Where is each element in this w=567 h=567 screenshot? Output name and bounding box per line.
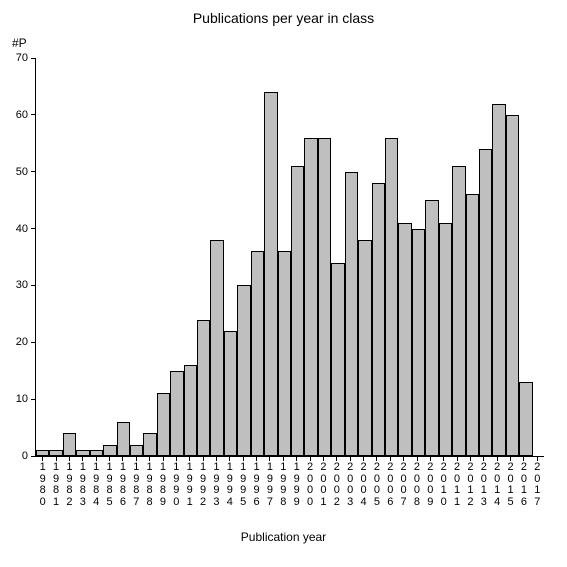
x-tick-label: 1999 (290, 456, 303, 508)
x-tick-label: 2012 (464, 456, 477, 508)
bar (130, 445, 143, 456)
x-tick-label: 1982 (63, 456, 76, 508)
bar (398, 223, 411, 456)
x-tick-label: 1997 (263, 456, 276, 508)
x-tick-label: 1995 (237, 456, 250, 508)
bar (103, 445, 116, 456)
x-tick-label: 2000 (303, 456, 316, 508)
x-tick-label: 1992 (196, 456, 209, 508)
bar (318, 138, 331, 456)
y-axis-label: #P (12, 36, 27, 50)
bar (345, 172, 358, 456)
x-tick-label: 1987 (130, 456, 143, 508)
x-tick-label: 1986 (116, 456, 129, 508)
bar (372, 183, 385, 456)
bar (264, 92, 277, 456)
y-tick-label: 40 (16, 223, 36, 235)
y-tick-label: 60 (16, 109, 36, 121)
x-tick-label: 2015 (504, 456, 517, 508)
bar (506, 115, 519, 456)
y-tick-label: 10 (16, 393, 36, 405)
x-tick-label: 1983 (76, 456, 89, 508)
y-tick-label: 70 (16, 52, 36, 64)
bar (63, 433, 76, 456)
y-tick-label: 20 (16, 336, 36, 348)
chart-title: Publications per year in class (0, 10, 567, 26)
x-tick-label: 1984 (89, 456, 102, 508)
x-tick-label: 2009 (424, 456, 437, 508)
x-tick-label: 2004 (357, 456, 370, 508)
x-tick-label: 2010 (437, 456, 450, 508)
bar (224, 331, 237, 456)
x-tick-label: 1980 (36, 456, 49, 508)
x-tick-label: 1989 (156, 456, 169, 508)
x-tick-label: 2014 (491, 456, 504, 508)
bar (143, 433, 156, 456)
x-tick-label: 2007 (397, 456, 410, 508)
bar (117, 422, 130, 456)
bar (237, 285, 250, 456)
x-tick-label: 2006 (384, 456, 397, 508)
bar (466, 194, 479, 456)
x-axis-label: Publication year (0, 530, 567, 544)
x-tick-label: 1991 (183, 456, 196, 508)
x-tick-label: 1996 (250, 456, 263, 508)
x-tick-label: 2002 (330, 456, 343, 508)
bar (358, 240, 371, 456)
y-tick-label: 30 (16, 279, 36, 291)
bar (452, 166, 465, 456)
bar (157, 393, 170, 456)
bar (412, 229, 425, 456)
x-tick-label: 2011 (450, 456, 463, 508)
y-tick-label: 50 (16, 166, 36, 178)
x-tick-label: 1998 (277, 456, 290, 508)
bar (425, 200, 438, 456)
bar (331, 263, 344, 456)
bar (492, 104, 505, 457)
x-tick-label: 2017 (531, 456, 544, 508)
bar (291, 166, 304, 456)
x-tick-label: 2016 (517, 456, 530, 508)
x-tick-label: 1994 (223, 456, 236, 508)
bars-container (36, 58, 544, 456)
bar (184, 365, 197, 456)
x-tick-label: 2003 (343, 456, 356, 508)
x-tick-label: 2001 (317, 456, 330, 508)
x-tick-label: 2005 (370, 456, 383, 508)
bar (210, 240, 223, 456)
x-tick-label: 1990 (170, 456, 183, 508)
y-tick-label: 0 (22, 450, 36, 462)
bar (197, 320, 210, 456)
bar (519, 382, 532, 456)
bar (278, 251, 291, 456)
x-tick-label: 2008 (410, 456, 423, 508)
bar (479, 149, 492, 456)
x-tick-label: 1985 (103, 456, 116, 508)
bar (251, 251, 264, 456)
bar (385, 138, 398, 456)
bar (170, 371, 183, 456)
bar-chart: Publications per year in class #P 010203… (0, 0, 567, 567)
x-tick-label: 2013 (477, 456, 490, 508)
bar (439, 223, 452, 456)
x-tick-label: 1993 (210, 456, 223, 508)
x-tick-label: 1981 (49, 456, 62, 508)
x-tick-label: 1988 (143, 456, 156, 508)
plot-area: 0102030405060701980198119821983198419851… (35, 58, 544, 457)
bar (304, 138, 317, 456)
